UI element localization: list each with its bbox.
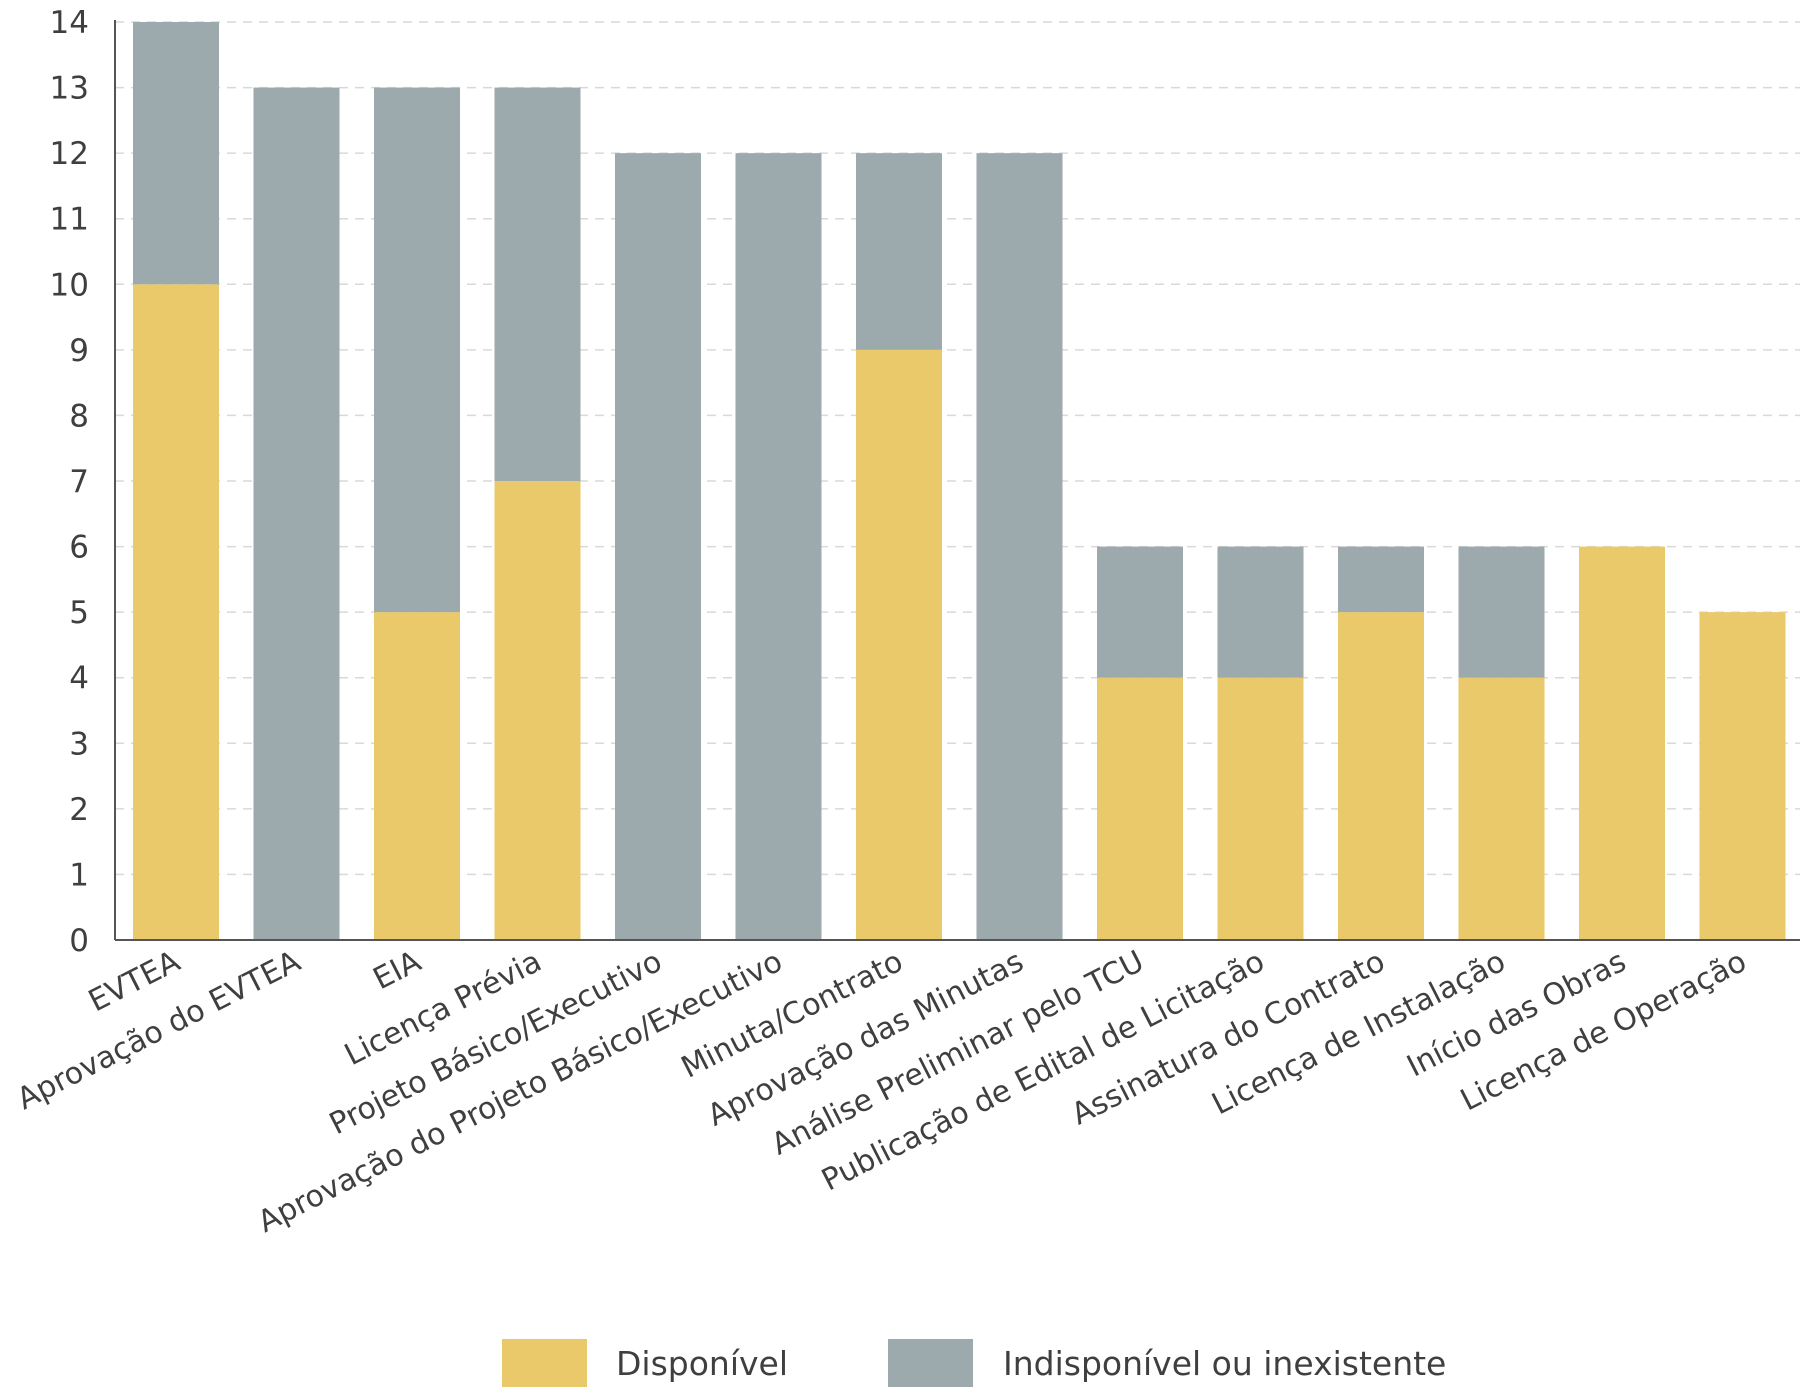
bar-segment-disponivel	[374, 612, 460, 940]
bar-segment-disponivel	[1699, 612, 1786, 940]
bar-segment-indisponivel	[253, 87, 340, 941]
y-tick-label: 7	[69, 464, 89, 500]
y-tick-label: 9	[69, 333, 89, 369]
bar-segment-disponivel	[494, 481, 581, 940]
bar-segment-disponivel	[1458, 677, 1545, 940]
bar-segment-indisponivel	[615, 153, 701, 941]
axes	[114, 20, 1800, 941]
bar-segment-indisponivel	[1217, 546, 1304, 678]
bar-segment-indisponivel	[1458, 546, 1545, 678]
y-tick-label: 13	[50, 71, 89, 107]
y-tick-label: 14	[50, 5, 89, 41]
bar-segment-indisponivel	[856, 153, 942, 350]
y-tick-label: 5	[69, 595, 89, 631]
bar-segment-indisponivel	[1338, 546, 1424, 613]
bar-segment-indisponivel	[1097, 546, 1183, 678]
bar-segment-disponivel	[1338, 612, 1424, 940]
bar-segment-indisponivel	[133, 22, 219, 285]
legend-swatch-disponivel	[502, 1339, 587, 1387]
bar-segment-disponivel	[133, 284, 219, 940]
legend-label-disponivel: Disponível	[616, 1344, 788, 1383]
y-tick-label: 12	[50, 136, 89, 172]
y-tick-label: 2	[69, 792, 89, 828]
bar-segment-indisponivel	[494, 87, 581, 482]
y-tick-label: 11	[50, 202, 89, 238]
y-tick-label: 6	[69, 530, 89, 566]
y-tick-label: 8	[69, 398, 89, 434]
bar-segment-disponivel	[856, 349, 942, 940]
bar-segment-indisponivel	[735, 153, 822, 941]
grid-lines	[115, 21, 1800, 876]
y-tick-label: 4	[69, 661, 89, 697]
bar-segment-indisponivel	[976, 153, 1063, 941]
legend-swatch-indisponivel	[888, 1339, 973, 1387]
legend-label-indisponivel: Indisponível ou inexistente	[1003, 1344, 1446, 1383]
y-tick-label: 0	[69, 923, 89, 959]
bar-segment-indisponivel	[374, 87, 460, 613]
bars	[133, 22, 1786, 941]
y-tick-label: 10	[50, 267, 89, 303]
y-tick-label: 3	[69, 726, 89, 762]
bar-segment-disponivel	[1217, 677, 1304, 940]
bar-segment-disponivel	[1097, 677, 1183, 940]
legend: Disponível Indisponível ou inexistente	[502, 1339, 1446, 1387]
category-label: EIA	[368, 944, 427, 997]
bar-segment-disponivel	[1579, 546, 1665, 940]
y-tick-label: 1	[69, 857, 89, 893]
